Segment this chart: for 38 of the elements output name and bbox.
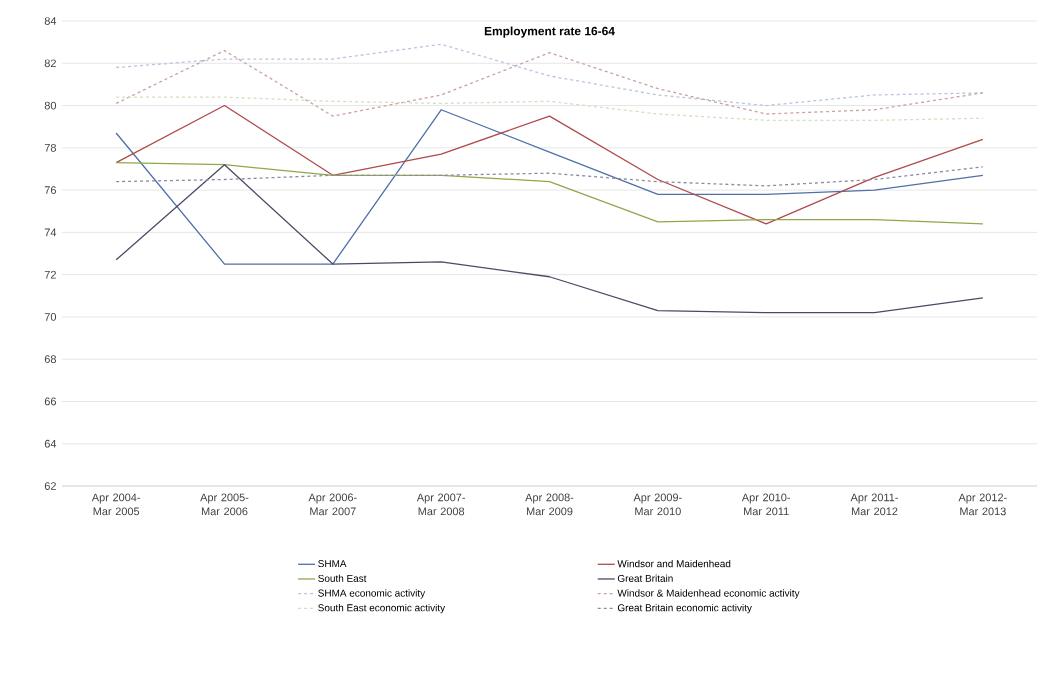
y-tick-label: 74 [44,228,57,237]
y-tick-label: 72 [44,270,56,279]
x-tick-label: Apr 2004-Mar 2005 [91,493,141,516]
y-tick-label: 84 [44,17,57,25]
x-tick-label: Apr 2010-Mar 2011 [741,493,791,516]
line-series [115,166,984,187]
x-tick-label: Apr 2008-Mar 2009 [525,493,574,516]
x-tick-label: Apr 2012-Mar 2013 [958,493,1007,516]
y-tick-label: 80 [44,101,57,110]
y-tick-label: 62 [44,482,56,490]
legend-label: Great Britain [617,574,673,582]
x-tick-label: Apr 2007-Mar 2008 [416,493,466,516]
y-tick-label: 66 [44,397,56,406]
legend-label: SHMA economic activity [318,589,426,599]
line-series [115,49,984,117]
y-tick-label: 64 [44,439,57,448]
legend-label: Windsor & Maidenhead economic activity [617,589,800,599]
line-series [115,104,984,225]
x-tick-label: Apr 2011-Mar 2012 [850,493,898,516]
x-tick-label: Apr 2006-Mar 2007 [308,493,357,516]
y-tick-label: 68 [44,355,56,364]
legend-label: Windsor and Maidenhead [617,559,731,568]
y-tick-label: 70 [44,313,57,321]
line-series [115,96,984,121]
legend-label: South East economic activity [318,604,446,614]
legend-label: SHMA [318,560,347,568]
legend-label: Great Britain economic activity [617,604,752,614]
line-series [115,43,984,107]
y-tick-label: 78 [44,143,56,152]
chart-title: Employment rate 16-64 [484,26,615,38]
y-tick-label: 82 [44,59,56,68]
legend-label: South East [318,574,367,582]
x-tick-label: Apr 2005-Mar 2006 [200,493,249,516]
line-series [115,161,984,225]
y-tick-label: 76 [44,186,56,194]
x-tick-label: Apr 2009-Mar 2010 [633,493,682,516]
line-series [115,109,984,265]
line-series [115,164,984,314]
